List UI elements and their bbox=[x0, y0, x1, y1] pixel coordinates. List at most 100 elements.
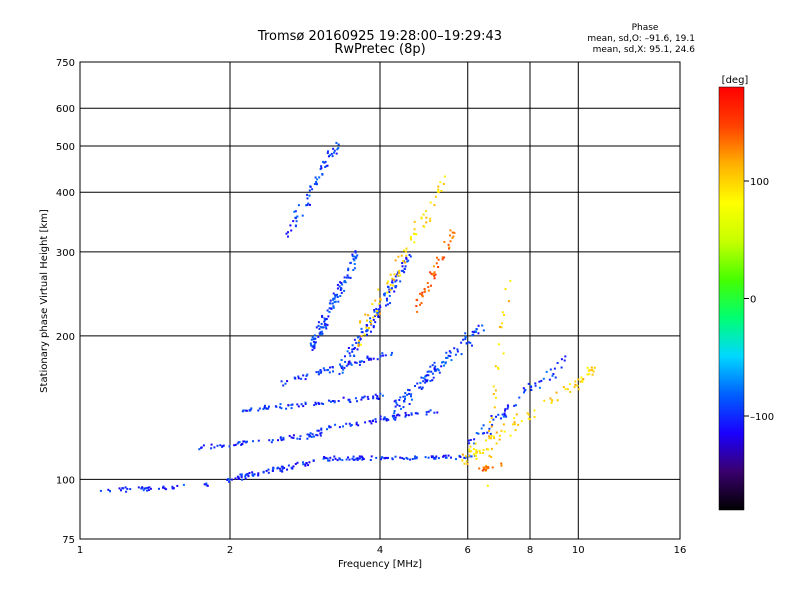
data-point bbox=[323, 317, 326, 320]
data-point bbox=[472, 448, 475, 450]
data-point bbox=[306, 193, 309, 196]
data-point bbox=[356, 459, 359, 461]
data-point bbox=[533, 409, 536, 412]
data-point bbox=[527, 417, 530, 420]
data-point bbox=[234, 477, 237, 480]
data-point bbox=[351, 348, 354, 351]
data-point bbox=[362, 457, 364, 460]
data-point bbox=[304, 401, 307, 404]
data-point bbox=[344, 360, 347, 363]
data-point bbox=[355, 421, 358, 424]
x-tick-label: 10 bbox=[572, 545, 585, 556]
y-tick-label: 750 bbox=[56, 58, 75, 69]
data-point bbox=[440, 365, 443, 368]
data-point bbox=[394, 280, 397, 283]
data-point bbox=[433, 277, 436, 280]
data-point bbox=[406, 457, 409, 460]
data-point bbox=[398, 404, 401, 407]
data-point bbox=[420, 216, 423, 219]
data-point bbox=[464, 336, 467, 339]
data-point bbox=[397, 271, 400, 274]
data-point bbox=[385, 304, 387, 307]
data-point bbox=[146, 489, 148, 492]
data-point bbox=[462, 338, 465, 341]
data-point bbox=[427, 456, 430, 459]
data-point bbox=[465, 342, 468, 345]
data-point bbox=[450, 456, 452, 459]
data-point bbox=[356, 457, 359, 460]
data-point bbox=[441, 256, 444, 259]
data-point bbox=[141, 486, 144, 489]
data-point bbox=[331, 155, 334, 158]
data-point bbox=[399, 280, 402, 283]
data-point bbox=[405, 256, 408, 259]
data-point bbox=[294, 210, 297, 213]
data-point bbox=[326, 324, 329, 327]
data-point bbox=[337, 143, 340, 146]
data-point bbox=[343, 366, 346, 369]
data-point bbox=[234, 443, 237, 446]
data-point bbox=[393, 410, 396, 412]
data-point bbox=[336, 293, 339, 296]
data-point bbox=[109, 490, 111, 493]
data-point bbox=[494, 365, 497, 368]
data-point bbox=[522, 387, 525, 390]
data-point bbox=[320, 333, 323, 336]
data-point bbox=[228, 445, 231, 448]
data-point bbox=[318, 176, 321, 179]
data-point bbox=[387, 280, 390, 283]
data-point bbox=[328, 459, 331, 462]
data-point bbox=[245, 409, 248, 412]
data-point bbox=[564, 355, 567, 358]
data-point bbox=[126, 487, 129, 490]
data-point bbox=[404, 398, 406, 400]
data-point bbox=[498, 325, 501, 328]
data-point bbox=[266, 407, 269, 410]
data-point bbox=[421, 295, 424, 298]
data-point bbox=[334, 423, 337, 426]
data-point bbox=[506, 404, 509, 407]
data-point bbox=[351, 457, 354, 460]
data-point bbox=[328, 371, 331, 374]
data-point bbox=[490, 434, 493, 437]
data-point bbox=[492, 435, 495, 438]
data-point bbox=[481, 324, 484, 327]
data-point bbox=[434, 457, 437, 460]
data-point bbox=[332, 370, 334, 373]
data-point bbox=[399, 396, 402, 399]
data-point bbox=[378, 312, 381, 315]
data-point bbox=[311, 348, 314, 351]
data-point bbox=[252, 440, 254, 443]
data-point bbox=[330, 307, 333, 310]
data-point bbox=[374, 418, 377, 421]
data-point bbox=[415, 457, 418, 460]
data-point bbox=[503, 430, 506, 433]
data-point bbox=[216, 444, 219, 447]
data-point bbox=[372, 325, 375, 328]
data-point bbox=[524, 388, 527, 391]
data-point bbox=[327, 459, 330, 462]
data-point bbox=[280, 380, 283, 383]
data-point bbox=[321, 316, 324, 318]
data-point bbox=[383, 457, 386, 460]
data-point bbox=[290, 466, 293, 469]
data-point bbox=[339, 289, 342, 291]
data-point bbox=[513, 404, 516, 407]
data-point bbox=[398, 269, 401, 272]
data-point bbox=[425, 210, 428, 213]
data-point bbox=[581, 379, 584, 382]
data-point bbox=[326, 152, 329, 155]
data-point bbox=[434, 195, 437, 198]
data-point bbox=[488, 430, 491, 432]
data-point bbox=[501, 413, 504, 416]
data-point bbox=[355, 256, 358, 259]
data-point bbox=[302, 461, 304, 464]
data-point bbox=[452, 235, 455, 238]
data-point bbox=[377, 398, 380, 400]
colorbar bbox=[718, 86, 745, 511]
data-point bbox=[379, 297, 382, 300]
data-point bbox=[591, 373, 594, 376]
data-point bbox=[394, 416, 397, 419]
data-point bbox=[231, 478, 233, 481]
